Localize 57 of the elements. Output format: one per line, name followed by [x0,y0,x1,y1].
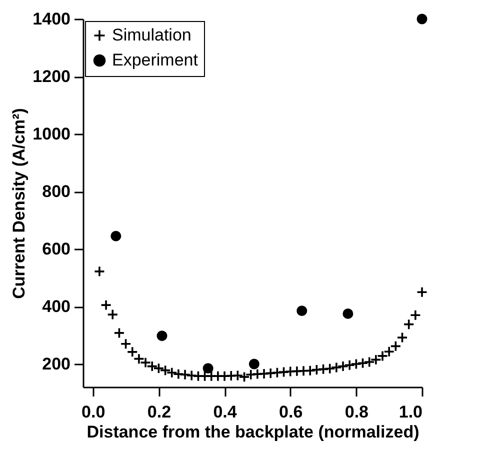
point [410,309,422,321]
y-tick-label: 400 [42,297,70,316]
point [106,308,118,320]
point [318,364,329,375]
point [298,365,310,377]
point [357,357,368,369]
point [218,370,230,382]
x-tick-label: 0.4 [213,402,238,422]
point [416,14,428,24]
legend-label: Simulation [112,26,192,44]
y-tick-label: 1000 [32,124,70,144]
point [324,362,336,374]
point [94,266,106,278]
legend-label: Experiment [112,50,198,70]
x-tick-label: 0.6 [279,402,303,422]
point [344,360,356,371]
point [396,332,408,344]
x-tick-label: 0.8 [344,402,368,422]
point [114,327,125,339]
point [258,368,270,380]
point [264,368,276,379]
point [330,362,342,374]
point [245,368,256,380]
x-tick-label: 1.0 [398,402,422,422]
x-tick-label: 0.0 [82,402,106,422]
point [416,286,428,298]
point [376,350,388,362]
point [156,330,168,342]
y-tick-label: 800 [42,182,70,201]
point [304,364,316,376]
y-axis-title: Current Density (A/cm²) [10,108,29,299]
point [311,364,322,376]
point [278,366,290,378]
point [383,346,395,358]
point [248,358,260,370]
x-tick-label: 0.2 [147,402,172,422]
point [364,356,375,368]
point [296,306,308,316]
point [252,368,264,380]
y-tick-label: 1200 [32,67,70,86]
y-tick-label: 200 [42,354,70,374]
y-tick-label: 1400 [32,10,70,28]
point [179,368,191,380]
point [390,340,402,352]
point [284,366,296,378]
x-axis-title: Distance from the backplate (normalized) [86,422,420,442]
point [272,366,283,378]
point [110,230,122,242]
y-tick-label: 600 [42,240,70,258]
point [403,318,414,330]
point [186,370,198,382]
point [100,299,112,311]
point [337,360,349,372]
point [342,308,354,319]
point [370,354,382,366]
point [202,363,214,374]
point [350,358,362,370]
